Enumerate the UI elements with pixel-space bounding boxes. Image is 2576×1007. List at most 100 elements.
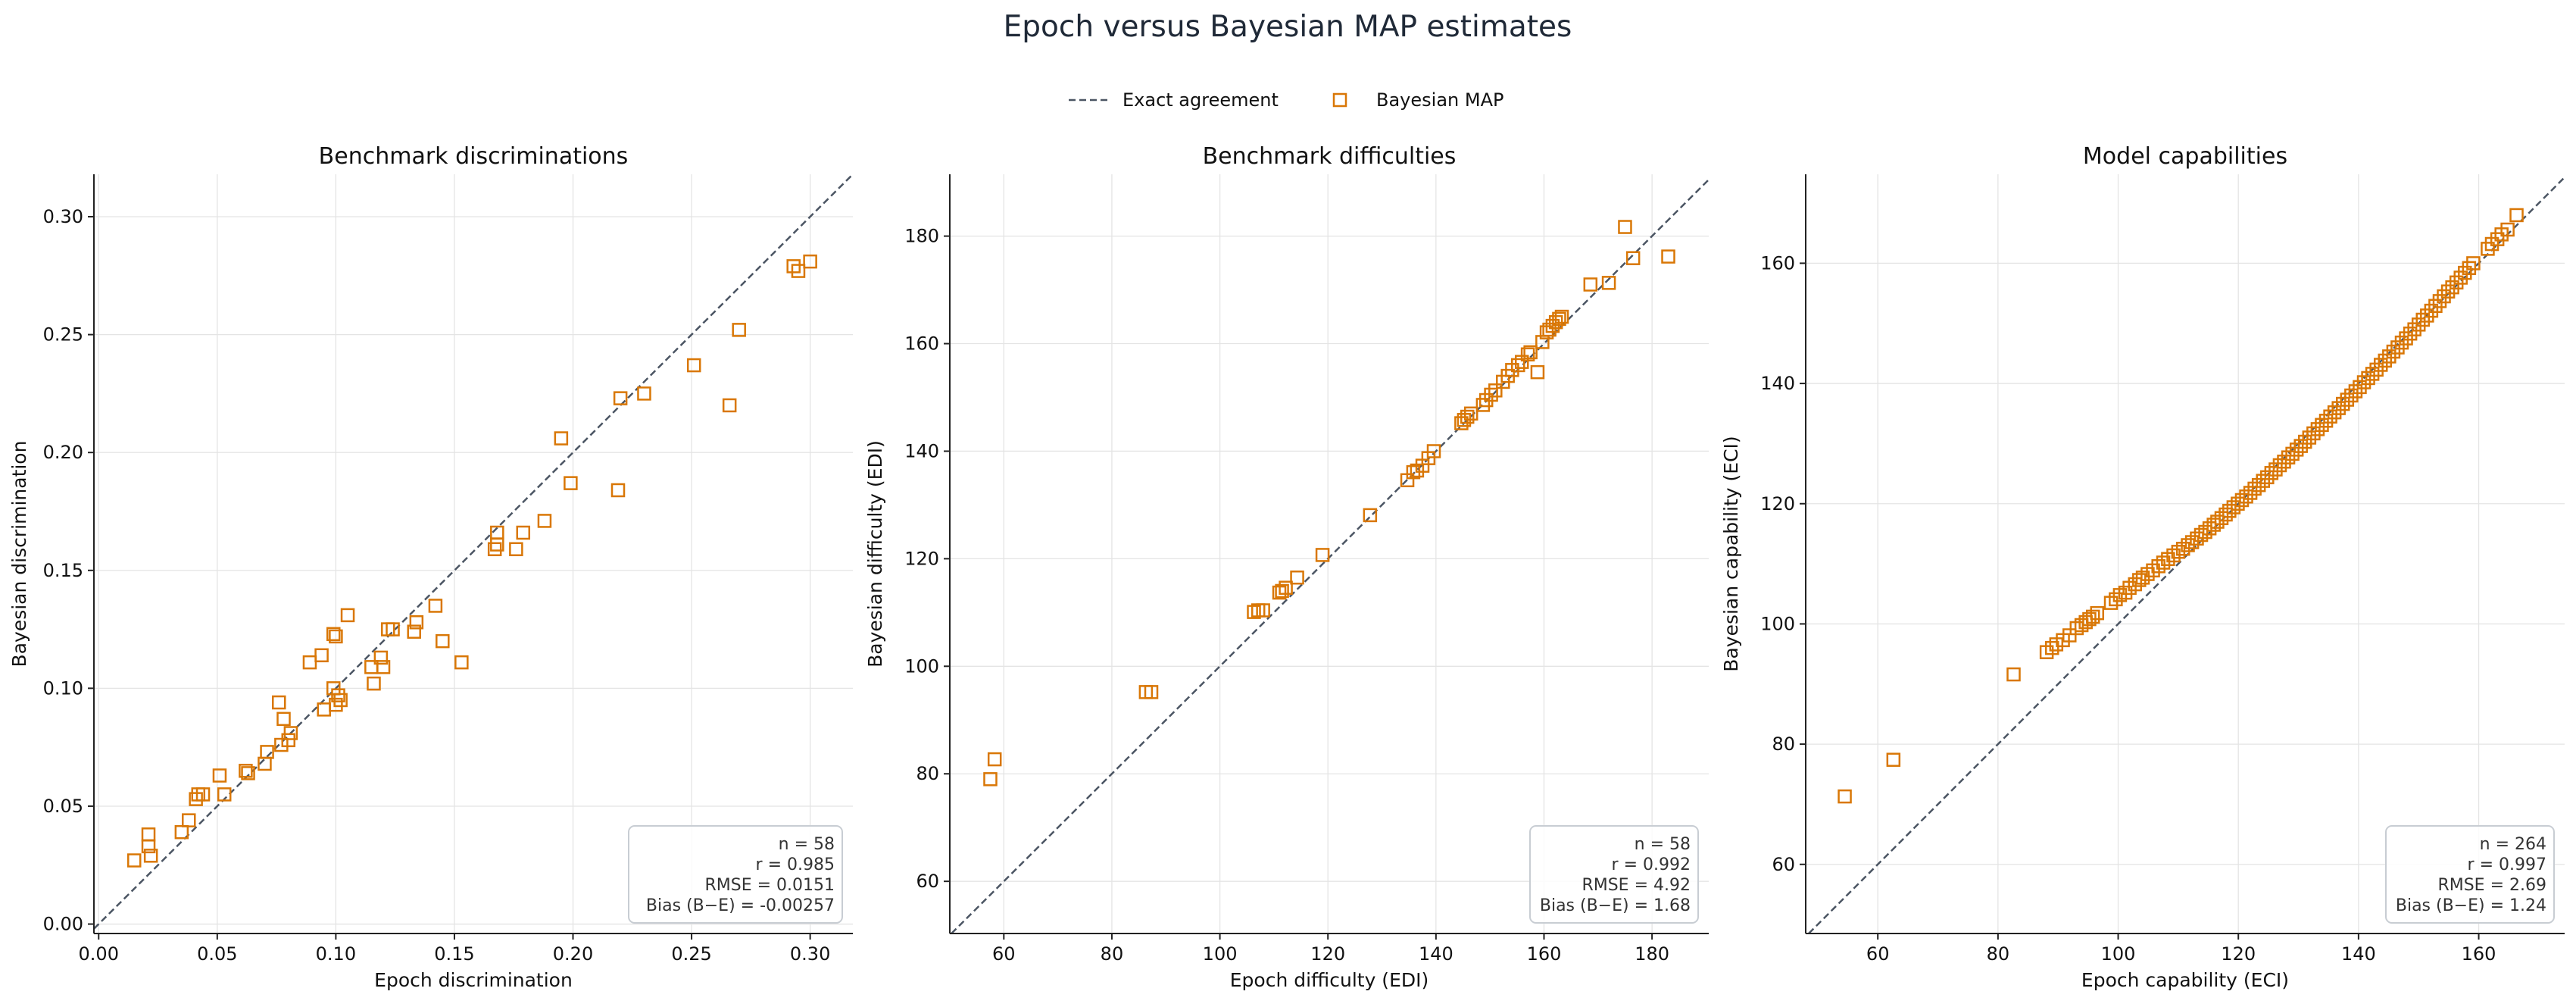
data-point — [302, 655, 317, 670]
x-tick-label: 100 — [2101, 943, 2136, 965]
data-point — [217, 787, 232, 802]
data-point — [2382, 349, 2396, 364]
data-point — [2256, 474, 2270, 488]
data-point — [2356, 375, 2371, 389]
x-tick-label: 0.30 — [790, 943, 830, 965]
data-point — [1315, 548, 1330, 562]
x-tick-label: 0.15 — [434, 943, 474, 965]
data-point — [376, 660, 391, 674]
data-point — [2323, 409, 2337, 424]
panel-capabilities: Model capabilities Epoch capability (ECI… — [1720, 143, 2565, 991]
figure-title: Epoch versus Bayesian MAP estimates — [1004, 10, 1572, 44]
data-point — [987, 752, 1002, 767]
panel-discriminations: Benchmark discriminations Epoch discrimi… — [8, 143, 854, 991]
data-point — [554, 431, 569, 446]
data-point — [1488, 383, 1503, 398]
x-tick-label: 60 — [992, 943, 1016, 965]
data-point — [791, 264, 806, 278]
data-point — [2315, 417, 2329, 433]
data-point — [239, 764, 253, 778]
y-tick-label: 120 — [1760, 493, 1795, 514]
stats-line: r = 0.997 — [2468, 855, 2546, 874]
data-point — [436, 633, 450, 649]
data-point — [2318, 414, 2334, 428]
data-point — [1247, 605, 1261, 619]
legend-marker-swatch — [1332, 92, 1347, 108]
data-point — [2214, 511, 2229, 526]
data-point — [241, 766, 255, 780]
data-point — [2243, 486, 2258, 500]
data-point — [2462, 261, 2477, 276]
panel-title: Benchmark discriminations — [319, 143, 629, 170]
data-point — [283, 726, 298, 740]
data-point — [2440, 284, 2456, 299]
data-points — [983, 220, 1675, 787]
y-tick-label: 60 — [1772, 854, 1795, 875]
data-point — [1530, 364, 1545, 380]
data-point — [2390, 340, 2405, 355]
x-tick-label: 160 — [2462, 943, 2496, 965]
data-point — [564, 476, 578, 490]
x-tick-label: 140 — [2341, 943, 2376, 965]
x-tick-label: 0.10 — [316, 943, 356, 965]
data-point — [2222, 504, 2237, 518]
data-point — [2403, 326, 2418, 341]
data-point — [1290, 570, 1304, 585]
x-axis-label: Epoch difficulty (EDI) — [1230, 969, 1429, 991]
data-point — [1520, 347, 1535, 361]
data-point — [212, 768, 227, 783]
data-point — [2378, 353, 2393, 368]
data-point — [1256, 603, 1270, 618]
data-point — [333, 693, 348, 708]
data-point — [329, 697, 343, 712]
data-point — [2218, 507, 2233, 522]
data-point — [2424, 303, 2439, 318]
y-tick-label: 80 — [1772, 733, 1795, 755]
y-tick-label: 100 — [904, 655, 939, 677]
data-point — [2285, 446, 2300, 461]
data-point — [2445, 280, 2459, 295]
data-point — [189, 792, 203, 806]
data-point — [2062, 628, 2077, 643]
x-tick-label: 0.00 — [79, 943, 119, 965]
data-point — [2449, 275, 2464, 290]
data-point — [2353, 380, 2367, 395]
stats-line: n = 58 — [779, 835, 835, 854]
data-point — [454, 655, 469, 670]
data-point — [509, 542, 523, 557]
data-point — [2336, 396, 2350, 411]
data-point — [1275, 583, 1289, 599]
data-point — [2437, 289, 2451, 304]
data-point — [2226, 500, 2241, 514]
data-point — [803, 254, 817, 269]
data-point — [2277, 454, 2291, 469]
y-tick-label: 80 — [916, 763, 939, 784]
data-point — [2411, 317, 2426, 332]
data-point — [1279, 580, 1293, 595]
data-point — [2151, 559, 2165, 574]
data-point — [2481, 242, 2495, 256]
y-axis-label: Bayesian difficulty (EDI) — [864, 440, 886, 668]
data-point — [637, 386, 651, 401]
data-point — [2234, 493, 2250, 508]
stats-line: n = 264 — [2480, 835, 2546, 854]
y-tick-label: 0.10 — [43, 677, 83, 699]
stats-line: Bias (B−E) = 1.24 — [2396, 896, 2546, 915]
stats-line: RMSE = 0.0151 — [704, 876, 835, 895]
data-point — [1426, 444, 1441, 458]
data-point — [1601, 276, 1616, 290]
data-point — [2268, 462, 2283, 477]
data-point — [2458, 265, 2472, 280]
data-point — [1484, 387, 1498, 402]
data-point — [516, 525, 531, 540]
data-point — [1523, 345, 1538, 360]
data-point — [2306, 426, 2321, 441]
data-point — [1511, 358, 1525, 373]
y-tick-label: 0.00 — [43, 914, 83, 935]
data-point — [490, 525, 504, 540]
data-point — [367, 676, 381, 691]
data-point — [2231, 496, 2245, 511]
